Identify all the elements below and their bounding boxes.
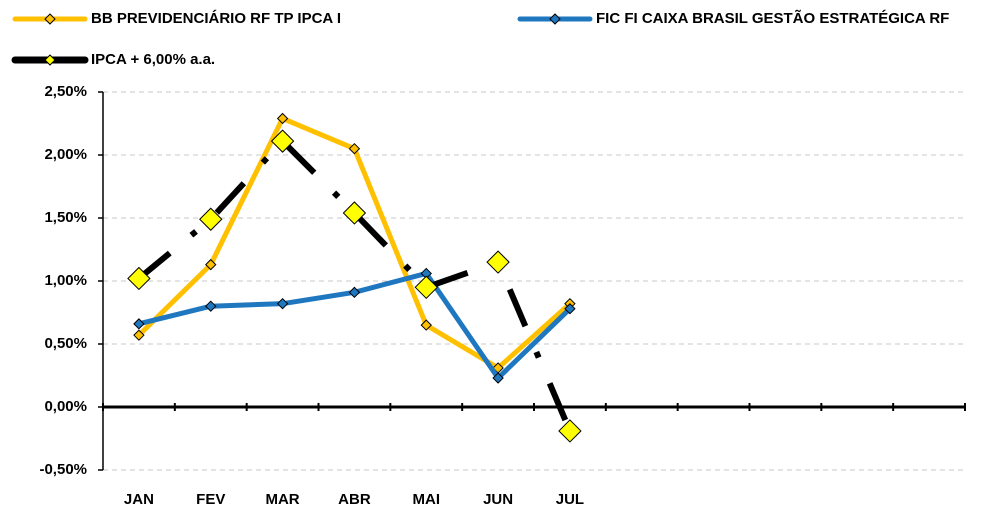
x-tick-label: ABR (338, 491, 371, 508)
data-point (276, 112, 289, 125)
data-point (127, 266, 151, 291)
data-point (270, 129, 295, 153)
data-point (558, 419, 582, 443)
data-point (205, 258, 217, 271)
x-tick-label: JAN (124, 491, 154, 508)
series-line (137, 138, 573, 433)
series-line (137, 115, 572, 371)
legend-label: FIC FI CAIXA BRASIL GESTÃO ESTRATÉGICA R… (596, 9, 949, 27)
x-tick-label: FEV (196, 491, 225, 508)
legend-label: IPCA + 6,00% a.a. (91, 51, 215, 68)
y-tick-label: -0,50% (39, 461, 87, 478)
data-point (133, 318, 145, 330)
y-tick-label: 2,00% (44, 146, 87, 163)
y-tick-label: 2,50% (44, 83, 87, 100)
x-tick-label: MAI (413, 491, 441, 508)
legend-marker (44, 13, 56, 25)
data-point (348, 286, 361, 299)
data-point (133, 329, 145, 341)
y-tick-label: 1,00% (44, 272, 87, 289)
data-point (205, 300, 217, 312)
data-point (342, 201, 367, 225)
data-point (199, 207, 223, 231)
y-tick-label: 0,00% (44, 398, 87, 415)
y-tick-label: 0,50% (44, 335, 87, 352)
legend-marker (549, 13, 561, 25)
legend-label: BB PREVIDENCIÁRIO RF TP IPCA I (91, 10, 341, 27)
x-tick-label: MAR (265, 491, 299, 508)
legend-marker (44, 54, 56, 66)
x-tick-label: JUN (483, 491, 513, 508)
data-point (492, 372, 504, 384)
y-tick-label: 1,50% (44, 209, 87, 226)
data-point (414, 275, 438, 300)
x-tick-label: JUL (556, 491, 584, 508)
data-point (420, 319, 432, 331)
data-point (348, 142, 361, 155)
data-point (564, 303, 576, 315)
data-point (486, 250, 510, 274)
data-point (276, 297, 289, 310)
